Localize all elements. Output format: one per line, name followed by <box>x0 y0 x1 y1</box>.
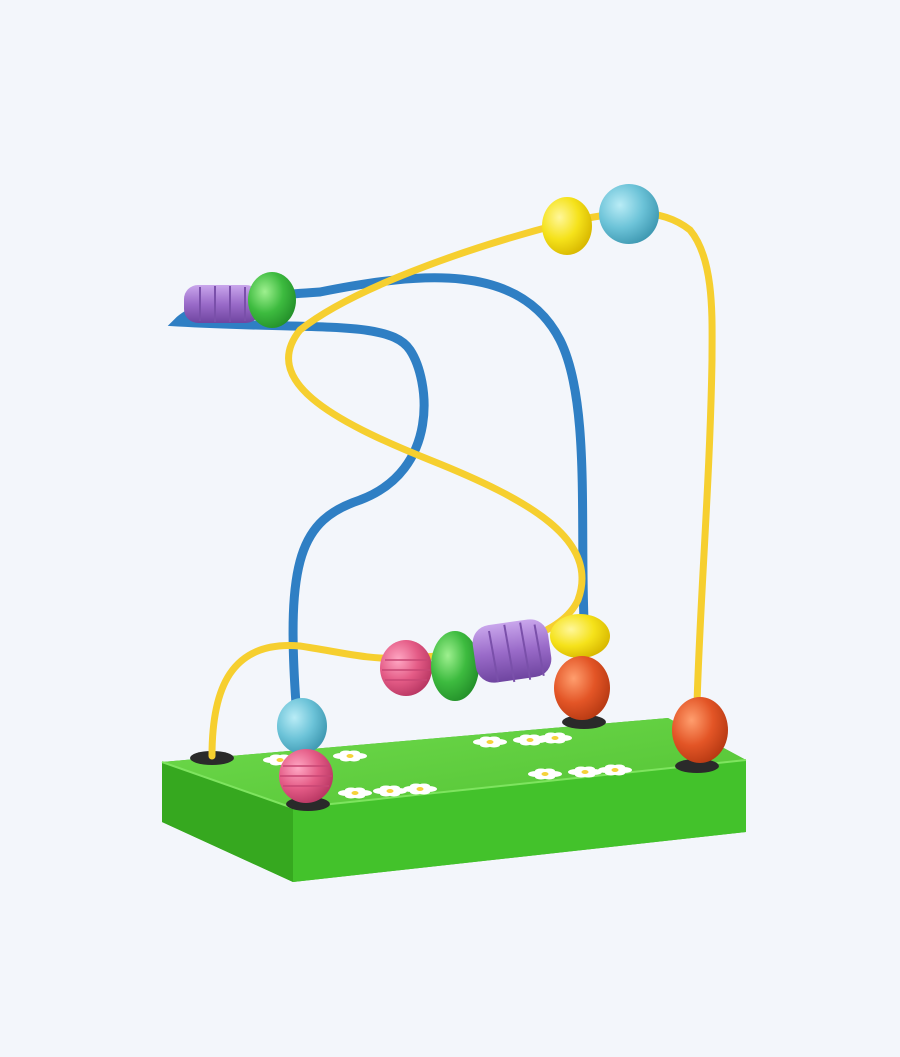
bead-pink-left <box>279 749 333 803</box>
bead-purple-top <box>184 285 260 323</box>
bead-lightblue-top <box>599 184 659 244</box>
bead-yellow-top <box>542 197 592 255</box>
bead-lightblue-left <box>277 698 327 754</box>
yellow-wire <box>208 209 716 760</box>
bead-green-middle <box>431 631 479 701</box>
blue-wire <box>167 273 589 709</box>
bead-pink-middle <box>380 640 432 696</box>
bead-orange-right <box>672 697 728 763</box>
bead-yellow-lower <box>550 614 610 658</box>
bead-green-top <box>248 272 296 328</box>
bead-purple-middle <box>472 619 552 683</box>
toy-base <box>161 718 747 882</box>
bead-orange-lower <box>554 656 610 720</box>
